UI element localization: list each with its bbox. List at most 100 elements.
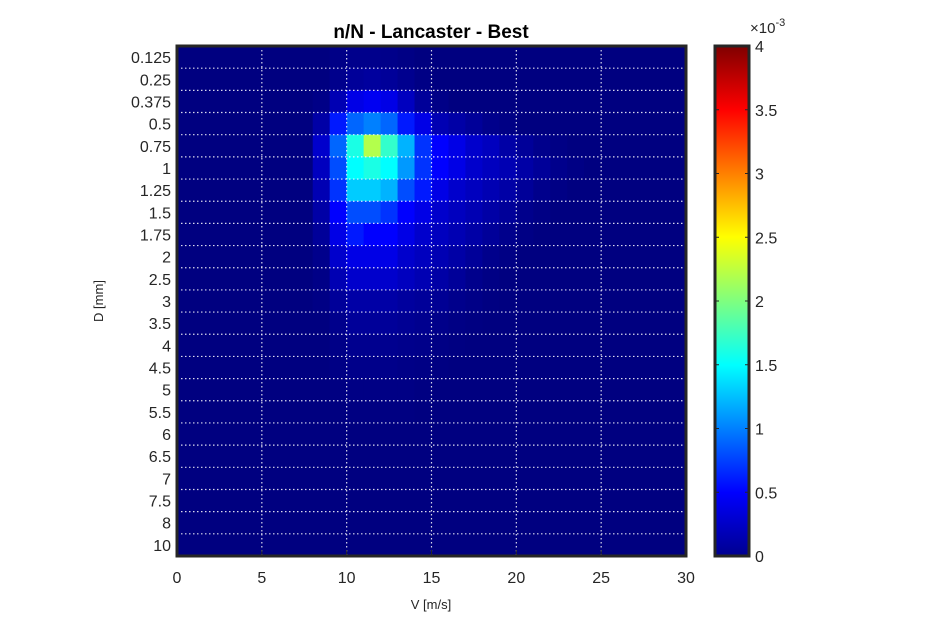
heatmap-cell	[278, 422, 297, 446]
heatmap-cell	[210, 533, 229, 557]
heatmap-cell	[312, 68, 331, 91]
heatmap-cell	[329, 489, 348, 513]
heatmap-cell	[669, 489, 687, 513]
heatmap-cell	[499, 489, 517, 513]
heatmap-cell	[346, 400, 365, 424]
heatmap-cell	[652, 445, 670, 468]
heatmap-cell	[380, 489, 399, 513]
heatmap-cell	[584, 511, 602, 535]
heatmap-cell	[244, 445, 263, 468]
y-tick-label: 3	[162, 294, 171, 311]
heatmap-cell	[652, 90, 670, 114]
heatmap-cell	[261, 134, 280, 158]
heatmap-cell	[550, 334, 568, 358]
heatmap-cell	[346, 378, 365, 402]
heatmap-cell	[618, 312, 636, 335]
heatmap-cell	[261, 46, 280, 69]
heatmap-cell	[261, 511, 280, 535]
heatmap-cell	[193, 378, 212, 402]
heatmap-cell	[346, 46, 365, 69]
heatmap-cell	[177, 511, 195, 535]
heatmap-cell	[380, 179, 399, 202]
heatmap-cell	[448, 134, 467, 158]
heatmap-cell	[618, 356, 636, 380]
heatmap-cell	[244, 533, 263, 557]
heatmap-cell	[601, 511, 619, 535]
heatmap-cell	[177, 179, 195, 202]
y-tick-label: 0.5	[149, 117, 171, 134]
heatmap-cell	[431, 46, 450, 69]
heatmap-cell	[652, 289, 670, 313]
heatmap-cell	[499, 533, 517, 557]
heatmap-cell	[312, 201, 331, 224]
heatmap-cell	[618, 134, 636, 158]
heatmap-cell	[380, 356, 399, 380]
heatmap-cell	[414, 422, 433, 446]
heatmap-cell	[210, 267, 229, 291]
heatmap-cell	[584, 46, 602, 69]
heatmap-cell	[465, 289, 483, 313]
heatmap-cell	[210, 511, 229, 535]
heatmap-cell	[397, 46, 416, 69]
heatmap-cell	[414, 467, 433, 491]
heatmap-cell	[414, 156, 433, 180]
heatmap-cell	[533, 245, 551, 269]
y-tick-label: 4	[162, 338, 171, 355]
heatmap-cell	[278, 312, 297, 335]
heatmap-cell	[346, 356, 365, 380]
heatmap-cell	[465, 267, 483, 291]
heatmap-cell	[533, 267, 551, 291]
heatmap-cell	[601, 533, 619, 557]
heatmap-cell	[584, 267, 602, 291]
heatmap-cell	[431, 134, 450, 158]
heatmap-cell	[567, 533, 585, 557]
heatmap-cell	[635, 422, 653, 446]
heatmap-cell	[499, 267, 517, 291]
heatmap-cell	[193, 267, 212, 291]
heatmap-cell	[295, 400, 314, 424]
heatmap-cell	[567, 179, 585, 202]
heatmap-cell	[482, 68, 500, 91]
colorbar-tick-label: 2.5	[755, 230, 777, 247]
heatmap-cell	[550, 179, 568, 202]
heatmap-cell	[567, 334, 585, 358]
heatmap-cell	[244, 134, 263, 158]
heatmap-cell	[363, 267, 382, 291]
heatmap-cell	[210, 46, 229, 69]
heatmap-cell	[448, 90, 467, 114]
heatmap-cell	[567, 400, 585, 424]
heatmap-cell	[465, 134, 483, 158]
heatmap-cell	[482, 312, 500, 335]
heatmap-cell	[278, 134, 297, 158]
heatmap-cell	[363, 400, 382, 424]
heatmap-cell	[312, 422, 331, 446]
chart-title: n/N - Lancaster - Best	[333, 22, 529, 43]
y-tick-label: 1.5	[149, 205, 171, 222]
heatmap-cell	[193, 356, 212, 380]
heatmap-cell	[397, 422, 416, 446]
heatmap-cell	[533, 378, 551, 402]
heatmap-cell	[499, 289, 517, 313]
heatmap-cell	[567, 289, 585, 313]
heatmap-cell	[499, 134, 517, 158]
heatmap-cell	[329, 134, 348, 158]
heatmap-cell	[601, 356, 619, 380]
heatmap-cell	[669, 445, 687, 468]
heatmap-cell	[177, 334, 195, 358]
heatmap-cell	[363, 445, 382, 468]
heatmap-cell	[550, 68, 568, 91]
heatmap-cell	[312, 334, 331, 358]
heatmap-cell	[414, 378, 433, 402]
y-tick-label: 1.75	[140, 227, 171, 244]
heatmap-cell	[210, 179, 229, 202]
heatmap-cell	[516, 312, 534, 335]
heatmap-cell	[550, 511, 568, 535]
heatmap-cell	[482, 179, 500, 202]
heatmap-cell	[227, 267, 246, 291]
heatmap-cell	[669, 156, 687, 180]
heatmap-cell	[635, 134, 653, 158]
heatmap-cell	[312, 134, 331, 158]
heatmap-cell	[414, 400, 433, 424]
colorbar-tick-label: 0	[755, 549, 764, 566]
heatmap-cell	[618, 400, 636, 424]
